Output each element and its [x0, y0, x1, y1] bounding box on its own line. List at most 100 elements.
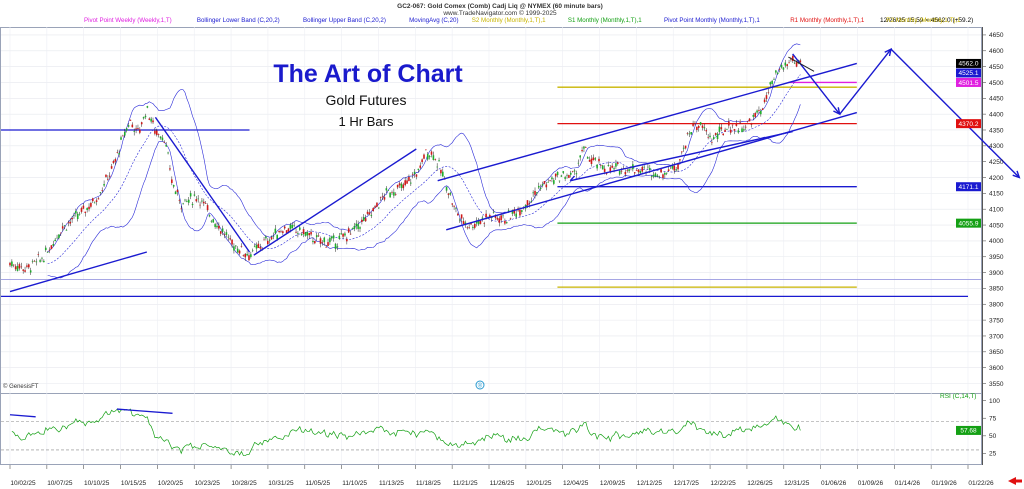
candle-body — [799, 60, 802, 63]
candle-body — [67, 222, 70, 224]
candle-body — [769, 82, 772, 85]
candle-body — [615, 163, 617, 167]
candle-body — [720, 127, 723, 130]
candle-body — [157, 134, 160, 135]
date-x-axis: 10/02/25 10/07/25 10/10/25 10/15/25 10/20/25… — [9, 465, 994, 487]
rsi-tick-label: 25 — [989, 451, 997, 458]
candle-body — [291, 224, 294, 229]
candle-body — [142, 117, 145, 119]
bollinger-lower-band — [47, 104, 801, 279]
candle-body — [26, 265, 28, 267]
candle-body — [342, 233, 344, 237]
candle-body — [210, 220, 213, 222]
level-label: 4501.5 — [959, 80, 979, 87]
candle-body — [415, 174, 418, 177]
candle-body — [498, 218, 501, 223]
candle-body — [95, 200, 98, 202]
candle-body — [235, 245, 237, 247]
indicator-legend: Pivot Point Weekly (Weekly,1,T) Bollinger… — [84, 17, 961, 24]
level-label: 4171.1 — [959, 184, 979, 191]
candle-body — [417, 168, 420, 170]
candle-body — [189, 193, 192, 197]
candle-body — [496, 218, 499, 220]
candle-body — [146, 106, 149, 108]
candle-body — [792, 55, 794, 62]
candle-body — [628, 169, 630, 172]
candle-body — [155, 130, 158, 135]
candle-body — [163, 142, 166, 144]
candle-body — [534, 190, 536, 195]
candle-body — [782, 67, 785, 70]
candle-body — [165, 144, 167, 147]
candle-body — [744, 126, 747, 128]
projection-arrows — [788, 47, 1021, 179]
candle-body — [244, 253, 247, 258]
candle-body — [778, 68, 781, 70]
candle-body — [321, 242, 324, 243]
candle-body — [430, 151, 433, 155]
candle-body — [739, 121, 741, 123]
legend-item: R2 Monthly (Monthly,1,T),1 — [886, 17, 961, 24]
candle-body — [285, 230, 288, 233]
header-line-2: www.TradeNavigator.com © 1999-2025 — [442, 9, 557, 17]
candle-body — [754, 113, 756, 117]
scroll-right-arrow-icon[interactable] — [1008, 477, 1022, 485]
moving-average — [47, 74, 801, 265]
candle-body — [229, 238, 231, 240]
candle-body — [635, 169, 638, 171]
candle-body — [406, 180, 408, 184]
candle-body — [475, 221, 478, 224]
candle-body — [539, 187, 542, 189]
candle-body — [470, 223, 472, 225]
x-tick-label: 01/09/26 — [858, 480, 884, 487]
candle-body — [297, 233, 299, 234]
candle-body — [212, 219, 215, 223]
candle-body — [161, 137, 164, 141]
candle-body — [626, 169, 629, 171]
candle-body — [178, 200, 181, 201]
candle-body — [150, 118, 152, 122]
x-tick-label: 11/21/25 — [453, 480, 478, 487]
projection-segment — [839, 48, 892, 115]
candle-body — [447, 193, 450, 195]
candle-body — [362, 217, 365, 221]
y-tick-label: 3950 — [989, 254, 1004, 261]
candle-body — [144, 115, 147, 118]
candle-body — [58, 234, 60, 239]
candle-body — [585, 147, 587, 148]
candle-body — [656, 175, 659, 177]
candle-body — [575, 173, 578, 175]
rsi-value-label: 57.68 — [960, 428, 977, 435]
candle-body — [268, 239, 271, 241]
candle-body — [671, 164, 674, 169]
y-tick-label: 3850 — [989, 286, 1004, 293]
candle-body — [310, 231, 312, 235]
candle-body — [14, 266, 17, 270]
candle-body — [323, 237, 326, 243]
candle-body — [338, 235, 341, 239]
candle-body — [394, 194, 397, 196]
candle-body — [353, 226, 356, 230]
candle-body — [472, 226, 474, 228]
candle-body — [771, 80, 773, 84]
candle-body — [611, 165, 613, 168]
x-tick-label: 01/22/26 — [968, 480, 994, 487]
candle-body — [56, 237, 58, 239]
candle-body — [504, 220, 506, 224]
candle-body — [293, 225, 295, 227]
candle-body — [505, 222, 508, 224]
candle-body — [107, 178, 109, 180]
candle-body — [376, 202, 378, 207]
y-tick-label: 4350 — [989, 127, 1004, 134]
candle-body — [374, 206, 376, 208]
candle-body — [679, 159, 681, 161]
candle-body — [169, 168, 171, 170]
x-tick-label: 10/20/25 — [158, 480, 184, 487]
y-tick-label: 3550 — [989, 381, 1004, 388]
candle-body — [729, 129, 732, 133]
candle-body — [171, 179, 173, 183]
candle-body — [206, 205, 209, 211]
candle-body — [65, 229, 68, 231]
candle-body — [581, 150, 583, 152]
